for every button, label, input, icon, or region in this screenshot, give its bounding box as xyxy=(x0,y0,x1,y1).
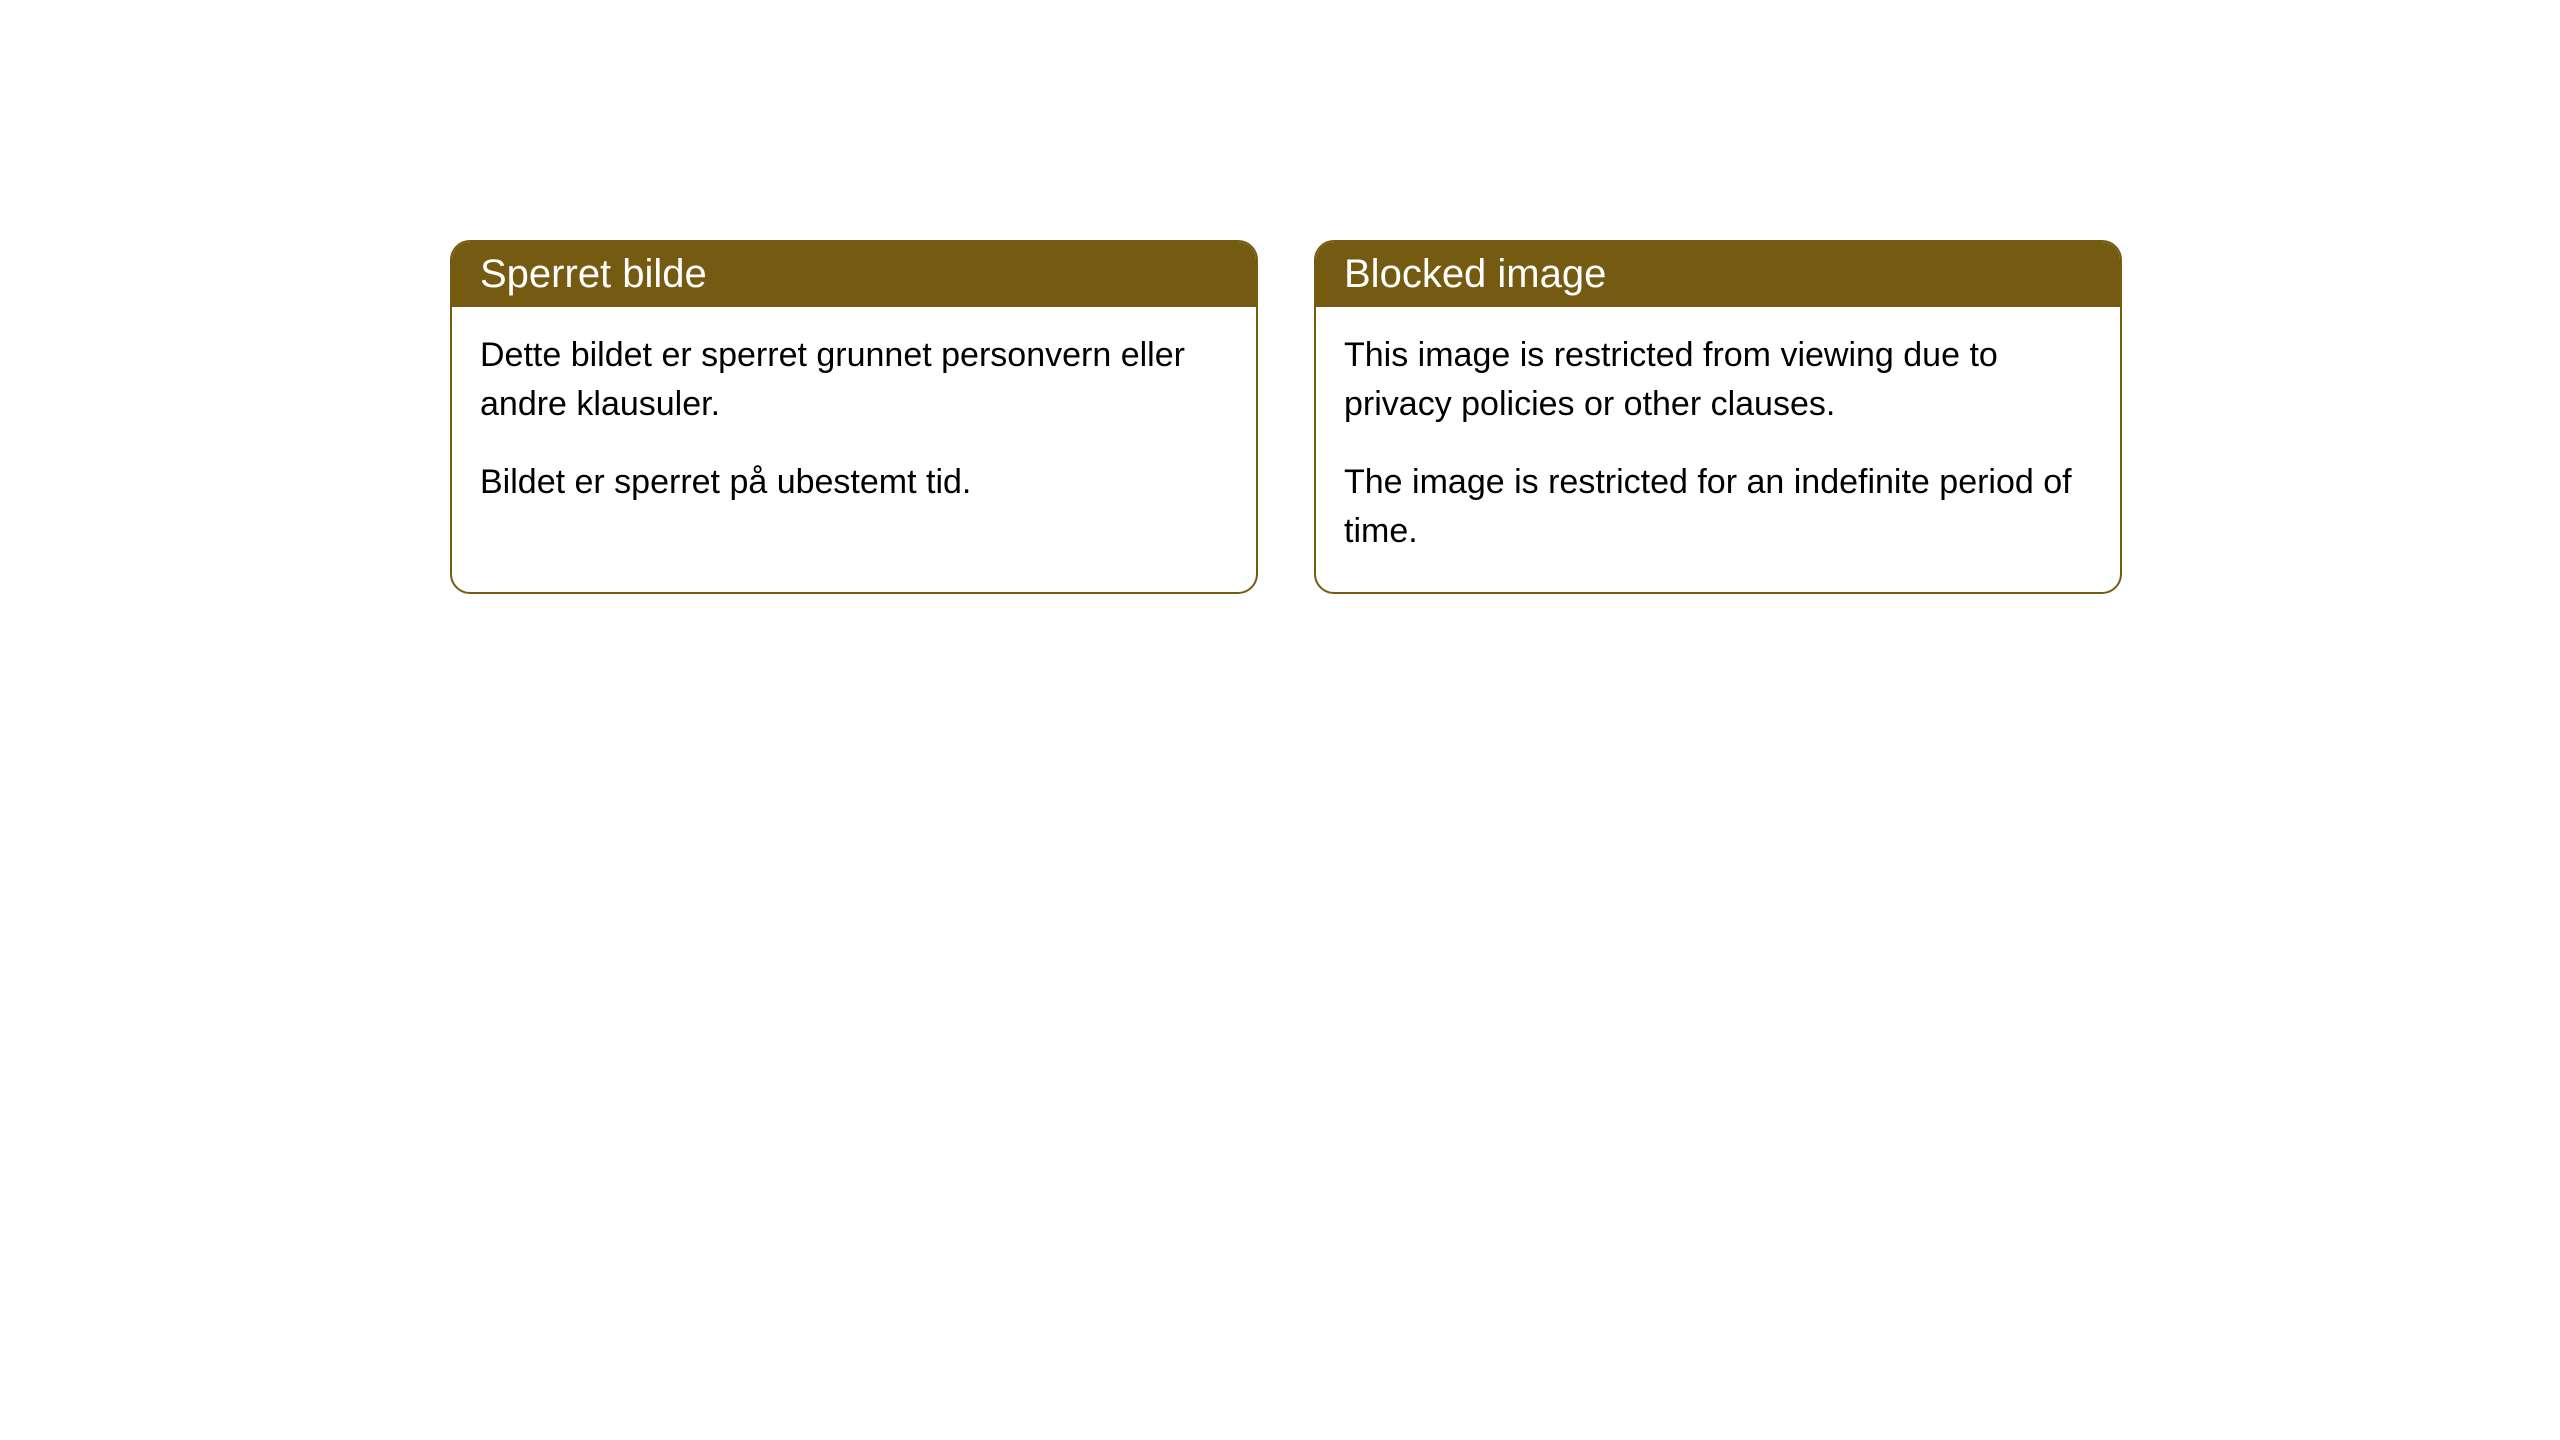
card-paragraph: The image is restricted for an indefinit… xyxy=(1344,458,2092,557)
cards-container: Sperret bilde Dette bildet er sperret gr… xyxy=(450,240,2122,594)
card-paragraph: Dette bildet er sperret grunnet personve… xyxy=(480,331,1228,430)
card-paragraph: Bildet er sperret på ubestemt tid. xyxy=(480,458,1228,507)
card-body-en: This image is restricted from viewing du… xyxy=(1316,307,2120,592)
blocked-image-card-no: Sperret bilde Dette bildet er sperret gr… xyxy=(450,240,1258,594)
card-header-no: Sperret bilde xyxy=(452,242,1256,307)
blocked-image-card-en: Blocked image This image is restricted f… xyxy=(1314,240,2122,594)
card-header-en: Blocked image xyxy=(1316,242,2120,307)
card-body-no: Dette bildet er sperret grunnet personve… xyxy=(452,307,1256,543)
card-paragraph: This image is restricted from viewing du… xyxy=(1344,331,2092,430)
